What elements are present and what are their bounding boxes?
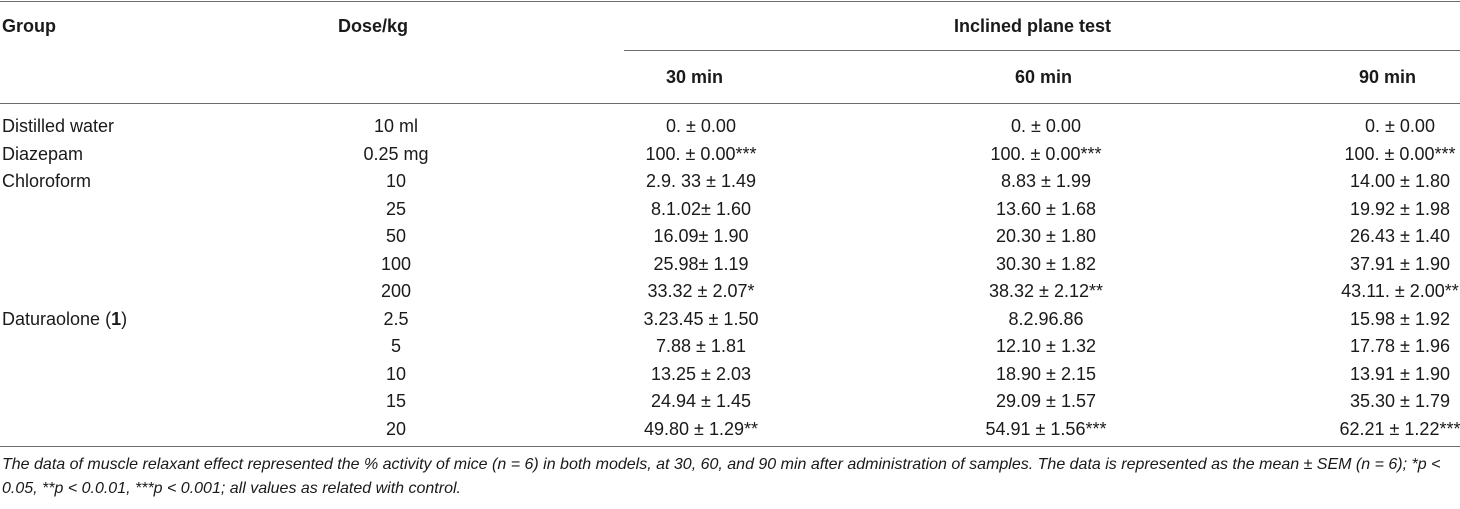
- cell-90-min: 35.30 ± 1.79: [1350, 391, 1450, 411]
- cell-dose: 25: [385, 198, 407, 219]
- cell-dose: 2.5: [383, 308, 409, 329]
- subheader-rule: [624, 50, 1460, 51]
- table-row: Distilled water 10 ml 0. ± 0.00 0. ± 0.00 0.…: [0, 114, 1460, 142]
- cell-dose: 200: [380, 281, 412, 301]
- cell-90-min: 62.21 ± 1.22***: [1339, 418, 1460, 439]
- table-row: Diazepam 0.25 mg 100. ± 0.00*** 100. ± 0.00…: [0, 142, 1460, 170]
- cell-60-min: 100. ± 0.00***: [990, 143, 1102, 164]
- cell-dose: 15: [385, 391, 407, 411]
- table-footnote: The data of muscle relaxant effect repre…: [2, 456, 1441, 497]
- cell-dose: 5: [390, 336, 401, 356]
- table-row: 25 8.1.02± 1.60 13.60 ± 1.68 19.92 ± 1.98: [0, 197, 1460, 225]
- cell-30-min: 33.32 ± 2.07*: [647, 281, 755, 301]
- cell-60-min: 54.91 ± 1.56***: [985, 418, 1107, 439]
- cell-90-min: 15.98 ± 1.92: [1350, 308, 1450, 329]
- cell-90-min: 17.78 ± 1.96: [1350, 336, 1450, 356]
- cell-90-min: 26.43 ± 1.40: [1350, 226, 1450, 246]
- cell-dose: 10: [385, 363, 407, 384]
- cell-90-min: 43.11. ± 2.00**: [1341, 281, 1459, 301]
- cell-dose: 20: [385, 418, 407, 439]
- header-dose: Dose/kg: [338, 16, 409, 36]
- cell-group: Chloroform: [2, 169, 91, 193]
- cell-60-min: 18.90 ± 2.15: [996, 363, 1096, 384]
- cell-90-min: 100. ± 0.00***: [1344, 143, 1456, 164]
- cell-30-min: 49.80 ± 1.29**: [644, 418, 758, 439]
- cell-group-tail: ): [121, 308, 128, 329]
- cell-60-min: 30.30 ± 1.82: [996, 253, 1096, 274]
- header-inclined-plane-test: Inclined plane test: [954, 16, 1112, 36]
- cell-30-min: 25.98± 1.19: [653, 253, 749, 274]
- cell-dose: 100: [380, 253, 412, 274]
- header-group: Group: [2, 16, 56, 36]
- header-90-min: 90 min: [1359, 67, 1417, 87]
- cell-30-min: 8.1.02± 1.60: [651, 198, 751, 219]
- table-body: Distilled water 10 ml 0. ± 0.00 0. ± 0.00 0.…: [0, 114, 1460, 444]
- cell-group: Distilled water: [2, 114, 114, 138]
- cell-90-min: 0. ± 0.00: [1365, 116, 1435, 136]
- cell-60-min: 0. ± 0.00: [1011, 116, 1081, 136]
- cell-30-min: 3.23.45 ± 1.50: [643, 308, 759, 329]
- header-30-min: 30 min: [666, 67, 724, 87]
- cell-30-min: 13.25 ± 2.03: [651, 363, 751, 384]
- header-rule: [0, 103, 1460, 104]
- table-row: 10 13.25 ± 2.03 18.90 ± 2.15 13.91 ± 1.90: [0, 362, 1460, 390]
- cell-group: Diazepam: [2, 142, 83, 166]
- table-row: Chloroform 10 2.9. 33 ± 1.49 8.83 ± 1.99 14.…: [0, 169, 1460, 197]
- cell-30-min: 0. ± 0.00: [666, 116, 736, 136]
- top-rule: [0, 1, 1460, 2]
- cell-group-text: Chloroform: [2, 171, 92, 191]
- cell-dose: 0.25 mg: [363, 143, 429, 164]
- cell-60-min: 13.60 ± 1.68: [996, 198, 1096, 219]
- cell-30-min: 7.88 ± 1.81: [656, 336, 746, 356]
- table-row: Daturaolone (1) 2.5 3.23.45 ± 1.50 8.2.96.8…: [0, 307, 1460, 335]
- table-row: 15 24.94 ± 1.45 29.09 ± 1.57 35.30 ± 1.79: [0, 389, 1460, 417]
- cell-60-min: 29.09 ± 1.57: [996, 391, 1096, 411]
- cell-90-min: 13.91 ± 1.90: [1350, 363, 1450, 384]
- cell-group-compound-number: 1: [111, 308, 122, 329]
- cell-60-min: 12.10 ± 1.32: [996, 336, 1096, 356]
- header-60-min: 60 min: [1015, 67, 1073, 87]
- cell-30-min: 16.09± 1.90: [653, 226, 749, 246]
- cell-group-text: Daturaolone (: [2, 308, 112, 329]
- cell-60-min: 8.83 ± 1.99: [1001, 171, 1091, 191]
- cell-group-text: Diazepam: [2, 143, 84, 164]
- cell-30-min: 100. ± 0.00***: [645, 143, 757, 164]
- table-row: 5 7.88 ± 1.81 12.10 ± 1.32 17.78 ± 1.96: [0, 334, 1460, 362]
- cell-90-min: 37.91 ± 1.90: [1350, 253, 1450, 274]
- cell-dose: 10 ml: [373, 116, 418, 136]
- cell-60-min: 38.32 ± 2.12**: [989, 281, 1103, 301]
- table-row: 200 33.32 ± 2.07* 38.32 ± 2.12** 43.11. ± 2…: [0, 279, 1460, 307]
- cell-60-min: 20.30 ± 1.80: [996, 226, 1096, 246]
- table-row: 50 16.09± 1.90 20.30 ± 1.80 26.43 ± 1.40: [0, 224, 1460, 252]
- cell-dose: 10: [385, 171, 407, 191]
- cell-90-min: 14.00 ± 1.80: [1350, 171, 1450, 191]
- cell-30-min: 2.9. 33 ± 1.49: [646, 171, 756, 191]
- table-row: 20 49.80 ± 1.29** 54.91 ± 1.56*** 62.21 ± 1…: [0, 417, 1460, 445]
- table-row: 100 25.98± 1.19 30.30 ± 1.82 37.91 ± 1.90: [0, 252, 1460, 280]
- cell-90-min: 19.92 ± 1.98: [1350, 198, 1450, 219]
- cell-60-min: 8.2.96.86: [1008, 308, 1084, 329]
- cell-30-min: 24.94 ± 1.45: [651, 391, 751, 411]
- cell-dose: 50: [385, 226, 407, 246]
- bottom-rule: [0, 446, 1460, 447]
- cell-group: Daturaolone (1): [2, 307, 127, 331]
- cell-group-text: Distilled water: [2, 116, 115, 136]
